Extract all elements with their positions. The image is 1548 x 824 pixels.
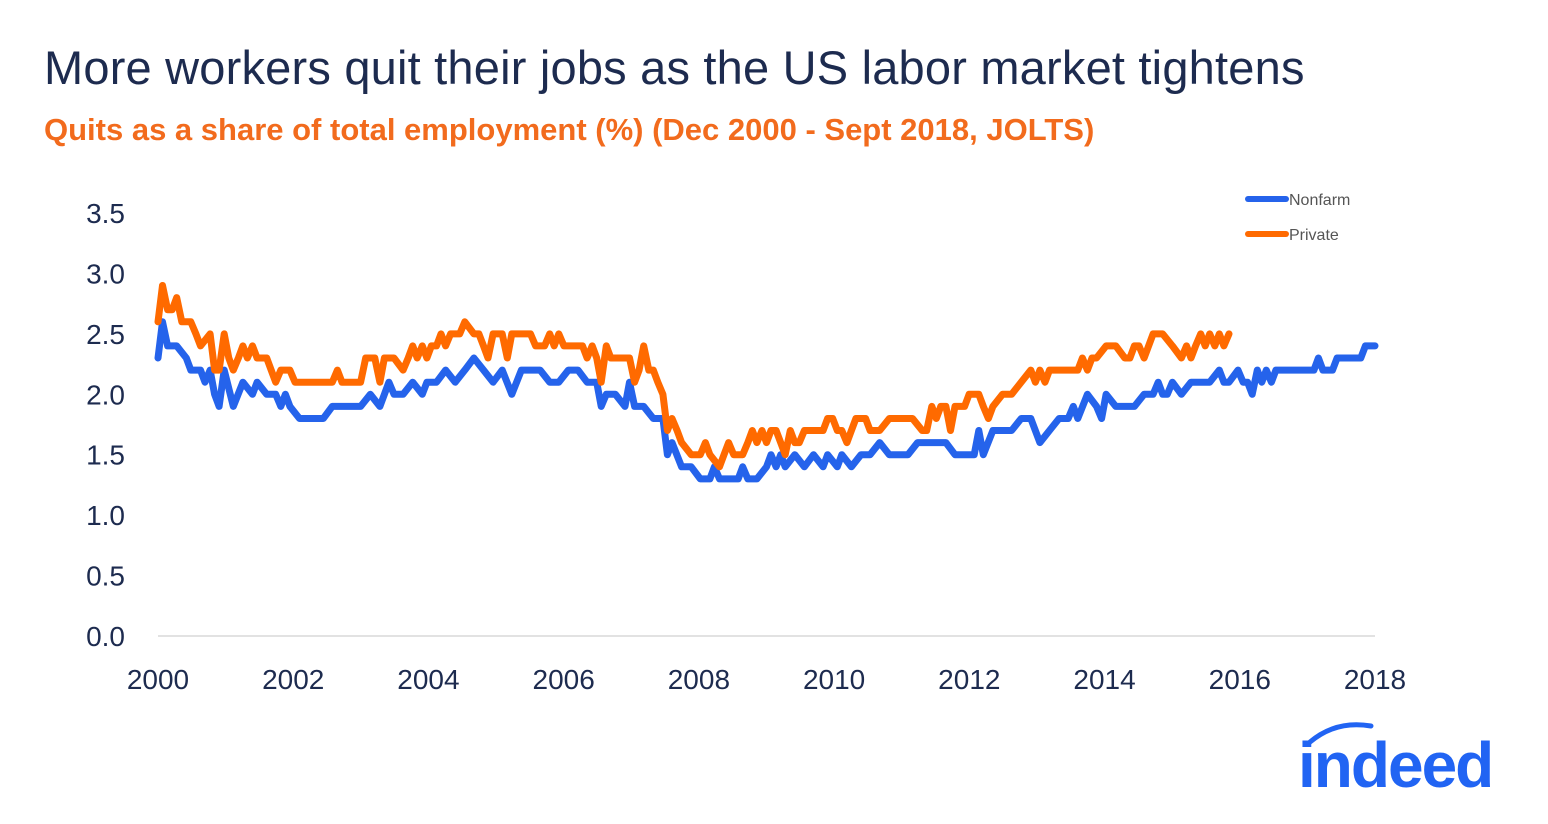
y-tick-label: 0.5 <box>86 561 125 592</box>
series-line-nonfarm <box>154 318 1379 483</box>
y-tick-label: 1.5 <box>86 440 125 471</box>
x-tick-label: 2006 <box>533 664 595 695</box>
x-tick-label: 2016 <box>1209 664 1271 695</box>
logo-text: indeed <box>1298 729 1492 801</box>
legend-label-private: Private <box>1289 227 1339 244</box>
chart-title: More workers quit their jobs as the US l… <box>44 41 1305 94</box>
x-tick-label: 2010 <box>803 664 865 695</box>
x-tick-label: 2008 <box>668 664 730 695</box>
y-tick-label: 2.0 <box>86 379 125 410</box>
x-tick-label: 2018 <box>1344 664 1406 695</box>
y-tick-label: 1.0 <box>86 500 125 531</box>
x-tick-label: 2002 <box>262 664 324 695</box>
legend-label-nonfarm: Nonfarm <box>1289 192 1350 209</box>
x-tick-label: 2000 <box>127 664 189 695</box>
y-tick-label: 2.5 <box>86 319 125 350</box>
y-tick-label: 0.0 <box>86 621 125 652</box>
y-tick-label: 3.5 <box>86 198 125 229</box>
indeed-logo: indeed <box>1298 722 1494 801</box>
series-line-private <box>154 282 1233 471</box>
x-tick-label: 2012 <box>938 664 1000 695</box>
chart-subtitle: Quits as a share of total employment (%)… <box>44 112 1095 147</box>
x-tick-label: 2014 <box>1073 664 1135 695</box>
y-tick-label: 3.0 <box>86 258 125 289</box>
x-tick-label: 2004 <box>397 664 459 695</box>
